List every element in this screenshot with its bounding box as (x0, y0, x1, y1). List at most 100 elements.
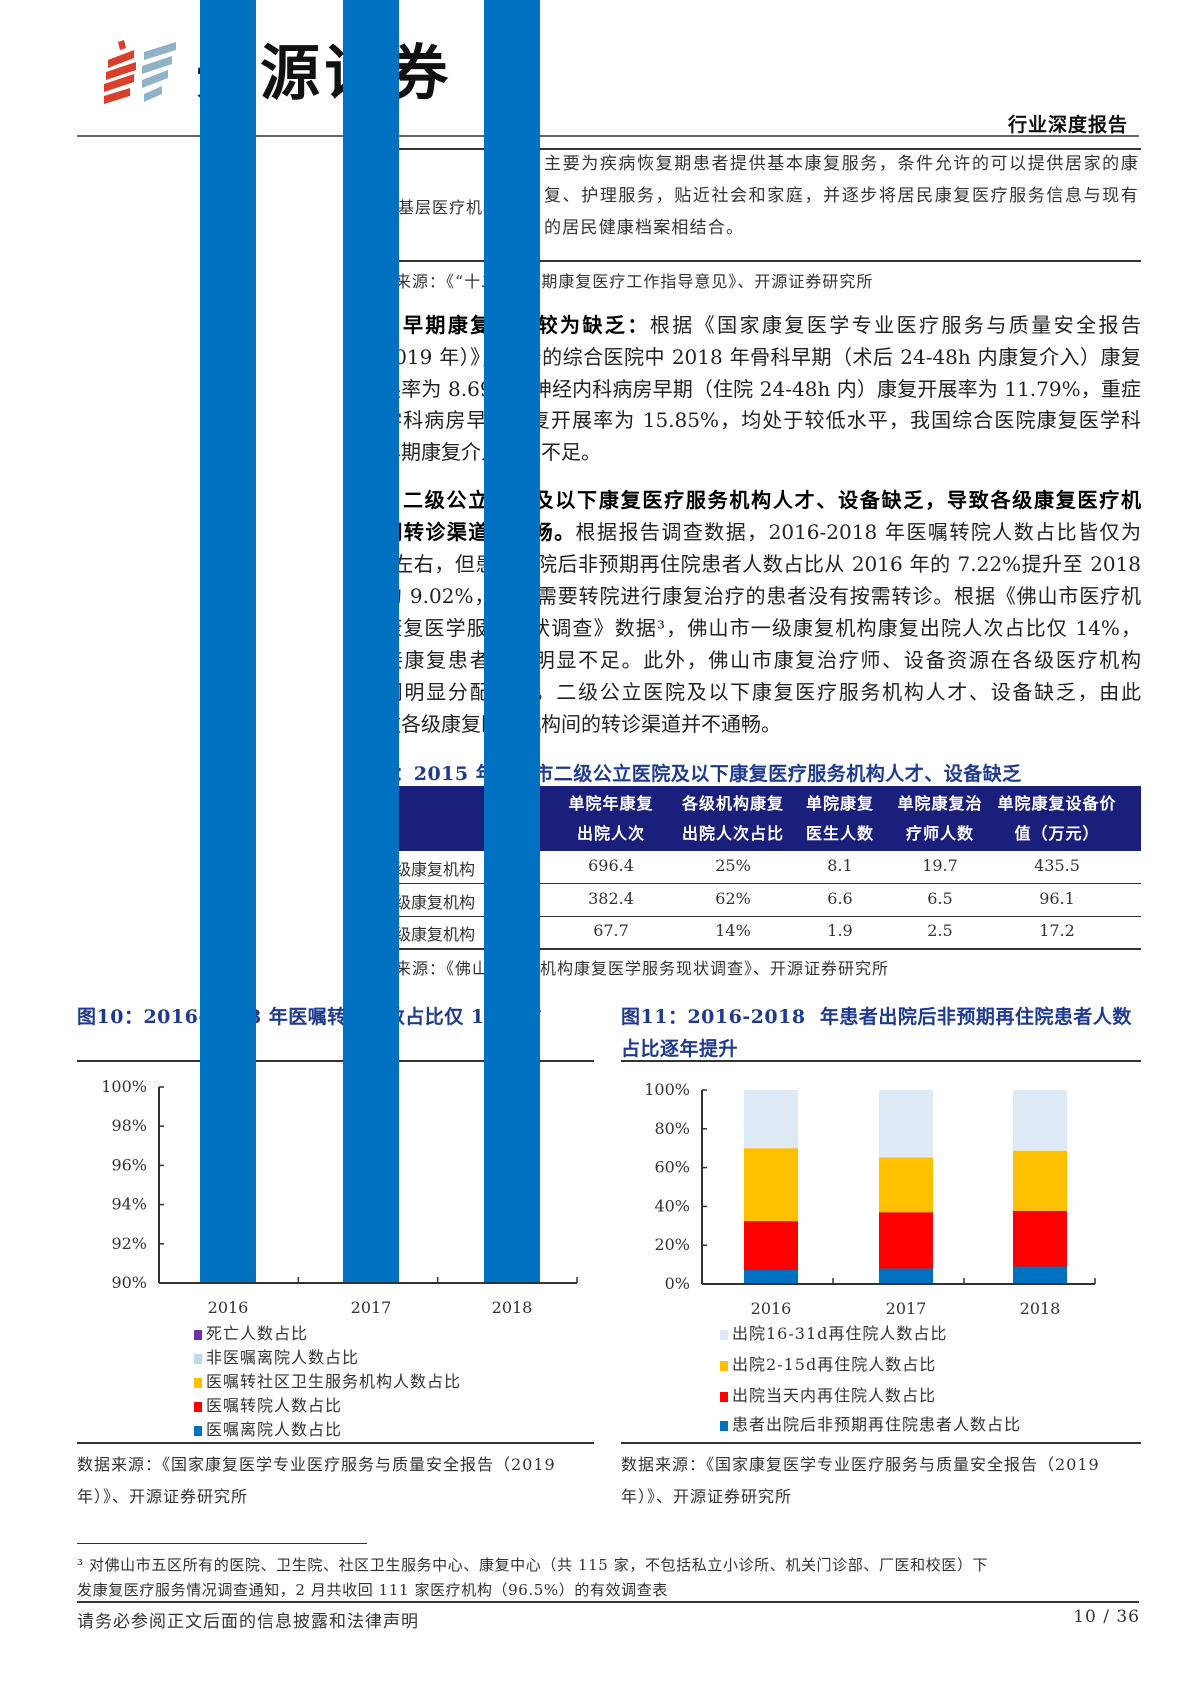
paragraph-line: 医学科病房早期康复开展率为 15.85%，均处于较低水平，我国综合医院康复医学科 (361, 408, 1141, 432)
header-line: 总数 (505, 824, 541, 843)
table6-column-header: 单院康复 医生人数 (806, 789, 874, 849)
header-line: 出院人次占比 (681, 824, 785, 843)
table6-cell: 一级康复机构 (378, 925, 476, 944)
top-table-label: 基层医疗机构 (398, 198, 501, 217)
paragraph-line: 1%左右，但患者出院后非预期再住院患者人数占比从 2016 年的 7.22%提升… (361, 552, 1141, 576)
legend-label: 医嘱转院人数占比 (206, 1396, 343, 1415)
logo-text: 开源证券 (196, 39, 452, 109)
header-rule (77, 135, 1139, 137)
y-tick-label: 92% (111, 1234, 147, 1253)
figure10-top-rule (77, 1060, 594, 1062)
header-line: 单院康复 (805, 794, 875, 813)
y-tick-label: 100% (644, 1080, 690, 1099)
y-tick-label: 96% (111, 1155, 147, 1174)
bar-segment (484, 0, 540, 1283)
table6-cell: 56 (512, 921, 534, 940)
figure11-source: 数据来源：《国家康复医学专业医疗服务与质量安全报告（2019 (621, 1455, 1100, 1474)
paragraph-text: 根据报告调查数据，2016-2018 年医嘱转院人数占比皆仅为 (575, 520, 1141, 544)
bar-segment (200, 0, 256, 1283)
legend-swatch (194, 1426, 202, 1436)
y-tick-label: 90% (111, 1273, 147, 1292)
legend-item: 医嘱转社区卫生服务机构人数占比 (194, 1368, 461, 1392)
legend-label: 非医嘱离院人数占比 (206, 1348, 360, 1367)
legend-item: 出院当天内再住院人数占比 (720, 1382, 936, 1406)
table6-cell: 45 (512, 889, 534, 908)
table6-cell: 10 (512, 856, 534, 875)
paragraph-text: 开展率为 8.69%，神经内科病房早期（住院 24-48h 内）康复开展率为 1… (361, 377, 1141, 401)
paragraph-line: 构间转诊渠道不通畅。根据报告调查数据，2016-2018 年医嘱转院人数占比皆仅… (361, 520, 1141, 544)
paragraph-text: 导致各级康复医疗机构间的转诊渠道并不通畅。 (361, 712, 781, 736)
bar-segment (1013, 1266, 1067, 1284)
table6-column-header: 各级机构康复 出院人次占比 (682, 789, 784, 849)
header-line: 各级机构康复 (681, 794, 785, 813)
paragraph-line: 早期康复介入较为缺乏：根据《国家康复医学专业医疗服务与质量安全报告 (403, 313, 1141, 337)
table6-column-header: 医院 总数 (506, 789, 540, 849)
table6-cell: 435.5 (1034, 856, 1080, 875)
company-logo (100, 38, 190, 110)
figure10-source: 数据来源：《国家康复医学专业医疗服务与质量安全报告（2019 (77, 1455, 556, 1474)
legend-item: 非医嘱离院人数占比 (194, 1344, 359, 1368)
top-table-desc-line: 的居民健康档案相结合。 (544, 218, 745, 238)
x-tick-label: 2016 (208, 1298, 249, 1317)
paragraph-text: 的早期康复介入明显不足。 (361, 440, 601, 464)
logo-mark-icon (104, 40, 176, 104)
bar-segment (744, 1148, 798, 1222)
table6-cell: 1.9 (827, 921, 853, 940)
top-table-desc-line: 复、护理服务，贴近社会和家庭，并逐步将居民康复医疗服务信息与现有 (544, 186, 1139, 206)
table6-title: 表6：2015 年佛山市二级公立医院及以下康复医疗服务机构人才、设备缺乏 (361, 763, 1022, 785)
bar-segment (744, 1221, 798, 1270)
paragraph-line: 开展率为 8.69%，神经内科病房早期（住院 24-48h 内）康复开展率为 1… (361, 377, 1141, 401)
header-line: 单院康复设备价 (997, 794, 1117, 813)
table6-cell: 三级康复机构 (378, 860, 476, 879)
paragraph-text: 根据《国家康复医学专业医疗服务与质量安全报告 (649, 313, 1141, 337)
legend-label: 死亡人数占比 (206, 1324, 309, 1343)
footer-rule (77, 1601, 1139, 1603)
x-tick-label: 2018 (492, 1298, 533, 1317)
legend-label: 患者出院后非预期再住院患者人数占比 (732, 1415, 1022, 1434)
paragraph-text: 承接康复患者需求明显不足。此外，佛山市康复治疗师、设备资源在各级医疗机构 (361, 648, 1141, 672)
legend-swatch (194, 1402, 202, 1412)
header-line: 医院 (505, 794, 541, 813)
legend-swatch (720, 1361, 728, 1371)
footnote-line: 发康复医疗服务情况调查通知，2 月共收回 111 家医疗机构（96.5%）的有效… (77, 1581, 668, 1599)
bar-segment (879, 1268, 933, 1284)
bar-segment (744, 1269, 798, 1284)
figure10-source-line2: 年）》、开源证券研究所 (77, 1487, 249, 1506)
footnote-rule (77, 1543, 367, 1544)
legend-label: 出院当天内再住院人数占比 (732, 1386, 937, 1405)
legend-label: 出院2-15d再住院人数占比 (732, 1355, 937, 1374)
paragraph-text: 构康复医学服务现状调查》数据³，佛山市一级康复机构康复出院人次占比仅 14%， (361, 616, 1141, 640)
legend-label: 出院16-31d再住院人数占比 (732, 1324, 948, 1343)
table6-cell: 25% (715, 856, 751, 875)
top-table-desc-line: 主要为疾病恢复期患者提供基本康复服务，条件允许的可以提供居家的康 (544, 154, 1139, 174)
table6-row-rule (365, 916, 1141, 917)
bar-segment (1013, 1090, 1067, 1151)
x-tick-label: 2017 (886, 1299, 927, 1318)
bar-segment (1013, 1210, 1067, 1267)
table6-cell: 二级康复机构 (378, 893, 476, 912)
y-tick-label: 100% (101, 1077, 147, 1096)
table6-cell: 6.5 (927, 889, 953, 908)
bar-segment (343, 0, 399, 1283)
top-table-top-rule (365, 148, 1141, 150)
table6-row-rule (365, 948, 1141, 950)
paragraph-line: 的早期康复介入明显不足。 (361, 440, 1141, 464)
bar-segment (744, 1090, 798, 1149)
figure11-title: 图11：2016-2018 年患者出院后非预期再住院患者人数 (621, 1006, 1132, 1028)
paragraph-line: 承接康复患者需求明显不足。此外，佛山市康复治疗师、设备资源在各级医疗机构 (361, 648, 1141, 672)
table6-cell: 14% (715, 921, 751, 940)
paragraph-text: 医学科病房早期康复开展率为 15.85%，均处于较低水平，我国综合医院康复医学科 (361, 408, 1141, 432)
legend-item: 出院2-15d再住院人数占比 (720, 1351, 936, 1375)
footnote-line: ³ 对佛山市五区所有的医院、卫生院、社区卫生服务中心、康复中心（共 115 家，… (77, 1556, 989, 1574)
table6-cell: 382.4 (588, 889, 634, 908)
y-tick-label: 0% (665, 1274, 690, 1293)
table6-row-rule (365, 883, 1141, 884)
paragraph-line: 构康复医学服务现状调查》数据³，佛山市一级康复机构康复出院人次占比仅 14%， (361, 616, 1141, 640)
bar-segment (879, 1212, 933, 1269)
legend-swatch (194, 1330, 202, 1340)
figure10-title: 图10：2016-2018 年医嘱转院人数占比仅 1%左右 (77, 1006, 543, 1028)
y-tick-label: 20% (654, 1235, 690, 1254)
table6-cell: 19.7 (922, 856, 958, 875)
x-tick-label: 2016 (751, 1299, 792, 1318)
table6-column-header: 单院年康复 出院人次 (568, 789, 653, 849)
